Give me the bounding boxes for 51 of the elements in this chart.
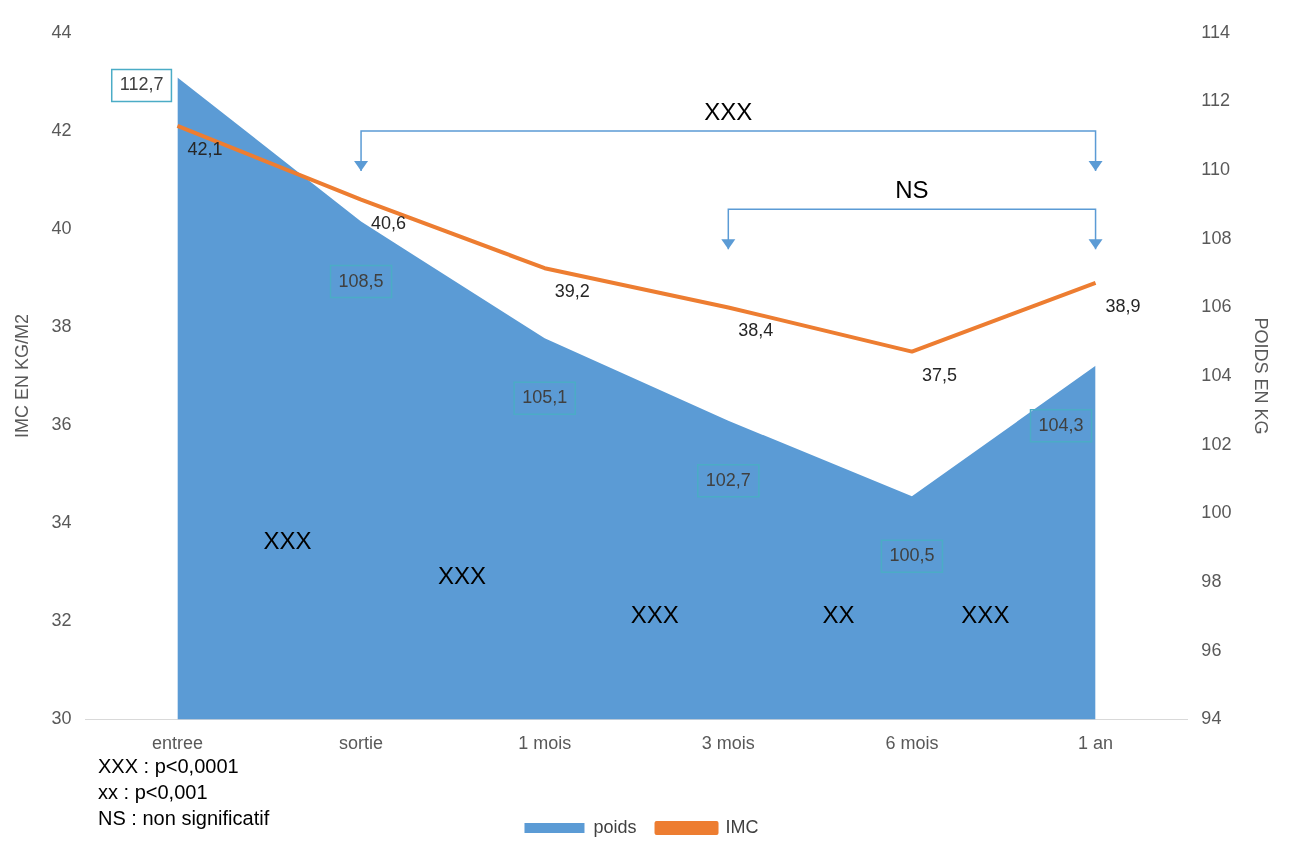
data-label: 102,7 <box>705 469 751 490</box>
text: XXX : p<0,0001 <box>98 754 240 779</box>
y2-tick-label: 102 <box>1201 433 1232 454</box>
x-tick-label: 1 mois <box>518 733 572 754</box>
data-label: 42,1 <box>187 138 223 159</box>
data-label: 100,5 <box>889 545 935 566</box>
legend-label: IMC <box>725 816 759 837</box>
data-label: 104,3 <box>1038 414 1084 435</box>
data-label: 105,1 <box>522 387 568 408</box>
x-tick-label: entree <box>151 733 203 754</box>
y-tick-label: 36 <box>51 414 72 435</box>
x-tick-label: sortie <box>339 733 384 754</box>
annotation: XXX <box>961 601 1010 629</box>
y2-tick-label: 96 <box>1201 639 1222 660</box>
data-label: 112,7 <box>119 74 164 95</box>
x-tick-label: 1 an <box>1078 733 1114 754</box>
y2-tick-label: 110 <box>1201 159 1231 180</box>
y-axis-title: IMC EN KG/M2 <box>11 314 32 439</box>
y2-tick-label: 100 <box>1201 502 1232 523</box>
y2-tick-label: 98 <box>1201 571 1222 592</box>
y-tick-label: 34 <box>51 512 72 533</box>
y2-tick-label: 104 <box>1201 365 1232 386</box>
y-tick-label: 38 <box>51 316 72 337</box>
y2-tick-label: 108 <box>1201 227 1232 248</box>
y2-tick-label: 94 <box>1201 708 1222 729</box>
annotation: NS <box>895 175 929 203</box>
x-tick-label: 3 mois <box>701 733 755 754</box>
data-label: 38,4 <box>738 320 774 341</box>
y-tick-label: 30 <box>51 708 72 729</box>
text: xx : p<0,001 <box>98 780 209 805</box>
y2-tick-label: 106 <box>1201 296 1232 317</box>
y2-tick-label: 114 <box>1201 21 1231 42</box>
x-tick-label: 6 mois <box>885 733 939 754</box>
annotation: XX <box>822 601 855 629</box>
annotation: XXX <box>630 601 679 629</box>
y-tick-label: 44 <box>51 21 72 42</box>
y2-tick-label: 112 <box>1201 90 1231 111</box>
y2-axis-title: POIDS EN KG <box>1251 317 1272 435</box>
annotation: XXX <box>704 97 753 125</box>
legend-label: poids <box>593 816 637 837</box>
annotation: XXX <box>263 527 312 555</box>
data-label: 108,5 <box>338 270 384 291</box>
y-tick-label: 32 <box>51 610 72 631</box>
data-label: 38,9 <box>1105 295 1141 316</box>
text: NS : non significatif <box>98 806 270 831</box>
y-tick-label: 42 <box>51 119 72 140</box>
annotation: XXX <box>438 561 487 589</box>
y-tick-label: 40 <box>51 217 72 238</box>
data-label: 40,6 <box>371 212 407 233</box>
data-label: 39,2 <box>554 281 590 302</box>
data-label: 37,5 <box>921 364 957 385</box>
